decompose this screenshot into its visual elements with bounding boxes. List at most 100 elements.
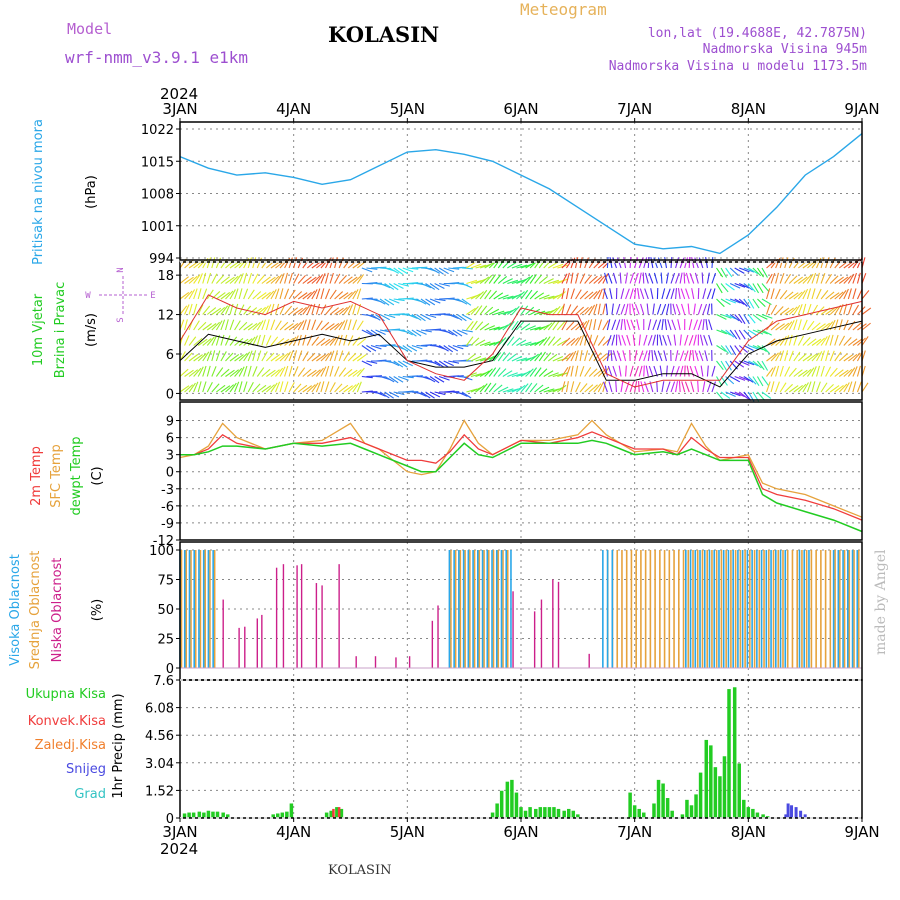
wind-barb [215,350,221,362]
wind-barb [829,350,835,362]
wind-barb [779,382,787,393]
wind-ytick-label: 12 [157,309,174,324]
wind-barb [488,274,496,284]
wind-barb [570,305,579,315]
wind-barb [838,353,848,362]
wind-barb [261,291,271,300]
wind-barb [320,273,326,284]
precip-total-bar [514,792,519,818]
wind-barb [229,275,239,284]
wind-barb [843,275,852,284]
wind-barb [793,319,798,331]
precip-total-bar [276,813,280,818]
wind-barb [608,381,613,393]
precip-total-bar [543,807,547,818]
wind-barb [525,261,536,269]
precip-total-bar [519,807,523,818]
wind-barb [802,354,813,362]
wind-barb [479,323,490,331]
wind-barb [543,278,554,284]
wind-barb [570,381,575,393]
wind-barb [516,278,527,285]
wind-barb [384,313,396,319]
wind-barb [588,275,598,284]
cloud-ylabel-1: Visoka Oblacnost [8,554,23,666]
wind-barb [606,350,610,362]
wind-barb [306,384,316,393]
wind-barb [475,321,484,331]
wind-barb [502,295,514,300]
wind-barb [820,365,825,377]
wind-barb [261,319,267,331]
wind-barb [687,303,690,315]
wind-barb [225,276,235,284]
wind-barb [626,334,631,346]
wind-barb [352,336,361,346]
wind-barb [493,292,504,300]
wind-barb [761,298,772,306]
wind-barb [752,267,762,277]
wind-barb [202,365,207,377]
wind-barb [393,283,404,290]
temp-ytick-label: 3 [166,449,174,464]
wind-barb [615,303,621,315]
wind-barb [679,365,684,377]
precip-total-bar [191,812,196,818]
precip-legend-snow: Snijeg [66,762,106,777]
wind-barb [329,350,335,362]
wind-barb [743,267,755,273]
wind-barb [256,384,267,393]
wind-barb [748,344,759,350]
wind-barb [297,367,306,377]
precip-total-bar [289,803,294,818]
wind-barb [793,369,803,377]
wind-barb [320,259,329,269]
wind-barb [766,338,776,346]
coords-label: lon,lat (19.4688E, 42.7875N) [648,26,867,41]
wind-barb [484,274,493,284]
wind-barb [652,303,655,315]
wind-barb [206,350,212,362]
precip-convective-bar [332,808,335,818]
precip-total-bar [713,767,718,818]
wind-barb [829,385,840,393]
wind-barb [738,345,749,354]
wind-barb [784,291,794,300]
wind-barb [498,311,510,316]
wind-barb [779,350,785,362]
xtick-top-label: 3JAN [162,100,197,118]
wind-barb [234,303,239,315]
wind-barb [678,380,681,393]
wind-barb [686,365,690,377]
wind-barb [620,381,624,393]
wind-barb [534,292,545,300]
wind-barb [667,319,672,331]
precip-total-bar [652,803,656,818]
wind-barb [188,275,198,284]
wind-barb [507,261,517,269]
wind-barb [479,289,488,300]
wind-barb [525,355,536,362]
precip-total-bar [182,813,187,818]
model-label: Model [67,20,112,38]
wind-barb [220,351,227,362]
wind-barb [711,272,717,284]
wind-barb [247,382,254,393]
wind-barb [761,283,770,293]
wind-barb [661,288,666,300]
wind-barb [488,308,500,315]
wind-barb [706,272,710,284]
wind-barb [211,383,220,393]
wind-barb [197,366,204,377]
wind-barb [211,307,222,315]
wind-barb [402,267,414,273]
wind-barb [565,272,570,284]
wind-barb [788,275,798,284]
wind-barb [211,366,217,377]
wind-barb [324,381,330,393]
wind-barb [793,291,803,300]
wind-barb [275,367,284,377]
wind-barb [243,365,248,377]
wind-barb [243,338,253,346]
wind-barb [566,352,574,362]
